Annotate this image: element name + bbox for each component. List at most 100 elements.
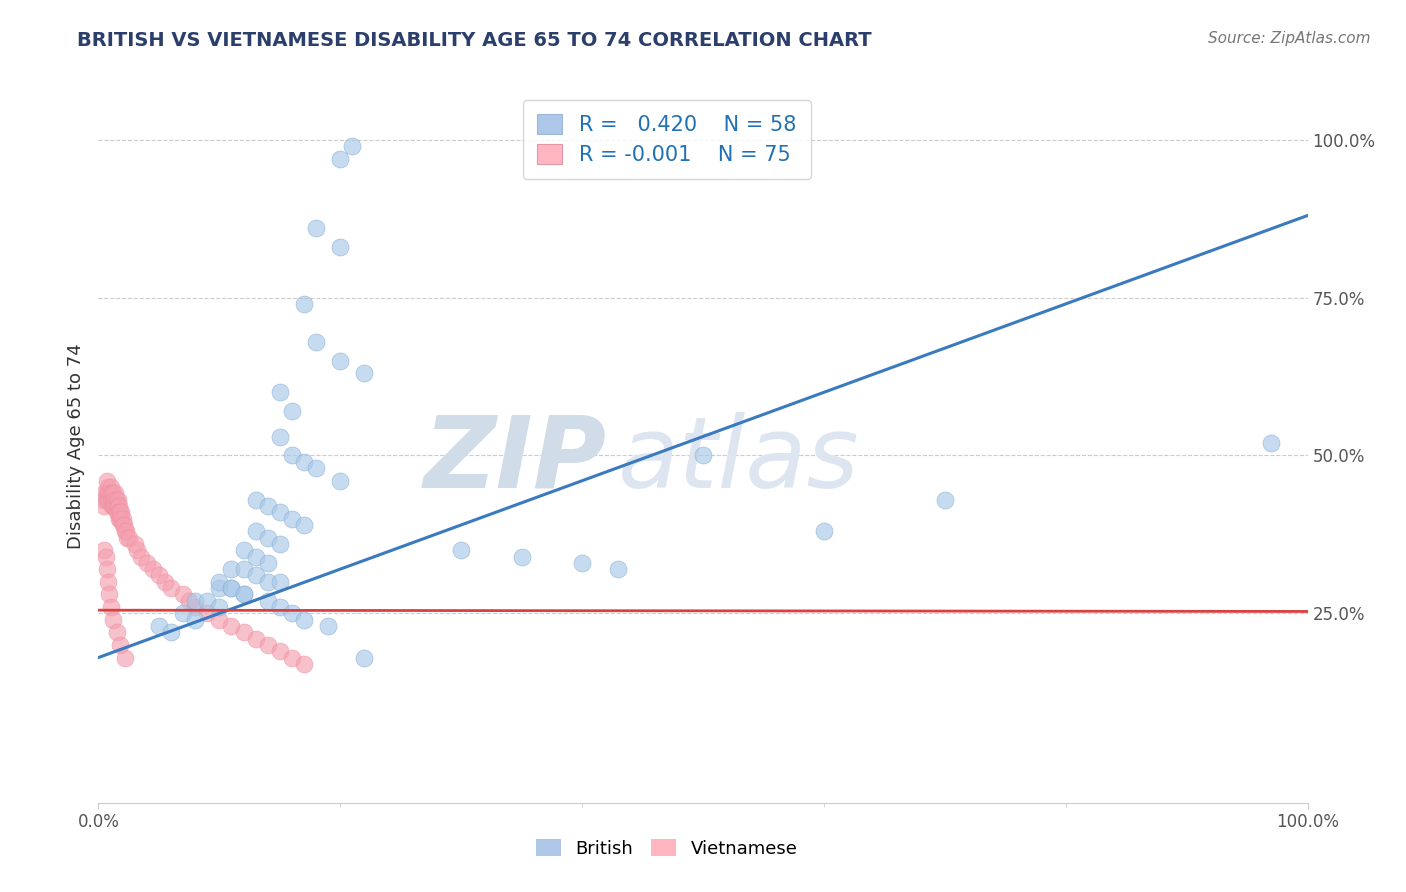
Point: [112, 517, 135, 532]
Point: [221, 581, 243, 595]
Point: [316, 619, 339, 633]
Point: [281, 511, 304, 525]
Point: [208, 600, 231, 615]
Point: [93, 486, 115, 500]
Point: [232, 625, 254, 640]
Point: [111, 517, 134, 532]
Point: [353, 367, 375, 381]
Point: [114, 524, 136, 539]
Point: [97, 486, 120, 500]
Point: [101, 486, 124, 500]
Point: [100, 492, 122, 507]
Point: [108, 505, 131, 519]
Point: [232, 587, 254, 601]
Point: [692, 449, 714, 463]
Point: [305, 334, 328, 349]
Point: [153, 574, 176, 589]
Point: [329, 152, 352, 166]
Point: [256, 638, 278, 652]
Point: [115, 524, 138, 539]
Text: atlas: atlas: [619, 412, 860, 508]
Point: [96, 486, 118, 500]
Point: [101, 492, 124, 507]
Point: [101, 499, 124, 513]
Point: [93, 543, 115, 558]
Point: [208, 613, 231, 627]
Point: [107, 505, 129, 519]
Point: [117, 531, 139, 545]
Point: [100, 600, 122, 615]
Point: [256, 574, 278, 589]
Point: [607, 562, 630, 576]
Point: [100, 499, 122, 513]
Point: [124, 537, 146, 551]
Point: [184, 613, 207, 627]
Point: [184, 593, 207, 607]
Point: [108, 505, 131, 519]
Point: [245, 524, 267, 539]
Point: [105, 499, 128, 513]
Point: [208, 581, 231, 595]
Point: [305, 221, 328, 235]
Point: [813, 524, 835, 539]
Point: [104, 492, 127, 507]
Point: [104, 499, 127, 513]
Point: [329, 240, 352, 254]
Point: [571, 556, 593, 570]
Point: [97, 574, 120, 589]
Point: [269, 429, 291, 443]
Point: [94, 549, 117, 564]
Point: [245, 568, 267, 582]
Point: [100, 480, 122, 494]
Point: [281, 650, 304, 665]
Point: [98, 587, 121, 601]
Point: [172, 607, 194, 621]
Point: [281, 404, 304, 418]
Point: [105, 505, 128, 519]
Point: [450, 543, 472, 558]
Point: [232, 587, 254, 601]
Point: [107, 499, 129, 513]
Point: [97, 480, 120, 494]
Point: [179, 593, 201, 607]
Point: [292, 613, 315, 627]
Point: [269, 600, 291, 615]
Point: [245, 492, 267, 507]
Point: [114, 650, 136, 665]
Point: [103, 499, 125, 513]
Point: [232, 562, 254, 576]
Point: [292, 455, 315, 469]
Point: [98, 492, 121, 507]
Point: [129, 549, 152, 564]
Point: [269, 385, 291, 400]
Point: [269, 574, 291, 589]
Point: [269, 644, 291, 658]
Point: [292, 297, 315, 311]
Y-axis label: Disability Age 65 to 74: Disability Age 65 to 74: [66, 343, 84, 549]
Point: [108, 511, 131, 525]
Point: [256, 556, 278, 570]
Point: [195, 593, 218, 607]
Text: Source: ZipAtlas.com: Source: ZipAtlas.com: [1208, 31, 1371, 46]
Point: [103, 492, 125, 507]
Point: [292, 657, 315, 671]
Point: [269, 505, 291, 519]
Point: [269, 537, 291, 551]
Point: [329, 474, 352, 488]
Point: [1260, 435, 1282, 450]
Point: [232, 543, 254, 558]
Point: [100, 492, 122, 507]
Point: [148, 619, 170, 633]
Point: [256, 499, 278, 513]
Point: [100, 486, 122, 500]
Point: [108, 499, 131, 513]
Point: [221, 562, 243, 576]
Point: [100, 486, 122, 500]
Point: [104, 486, 127, 500]
Point: [93, 492, 115, 507]
Point: [160, 625, 183, 640]
Point: [108, 638, 131, 652]
Point: [256, 531, 278, 545]
Point: [245, 632, 267, 646]
Point: [96, 492, 118, 507]
